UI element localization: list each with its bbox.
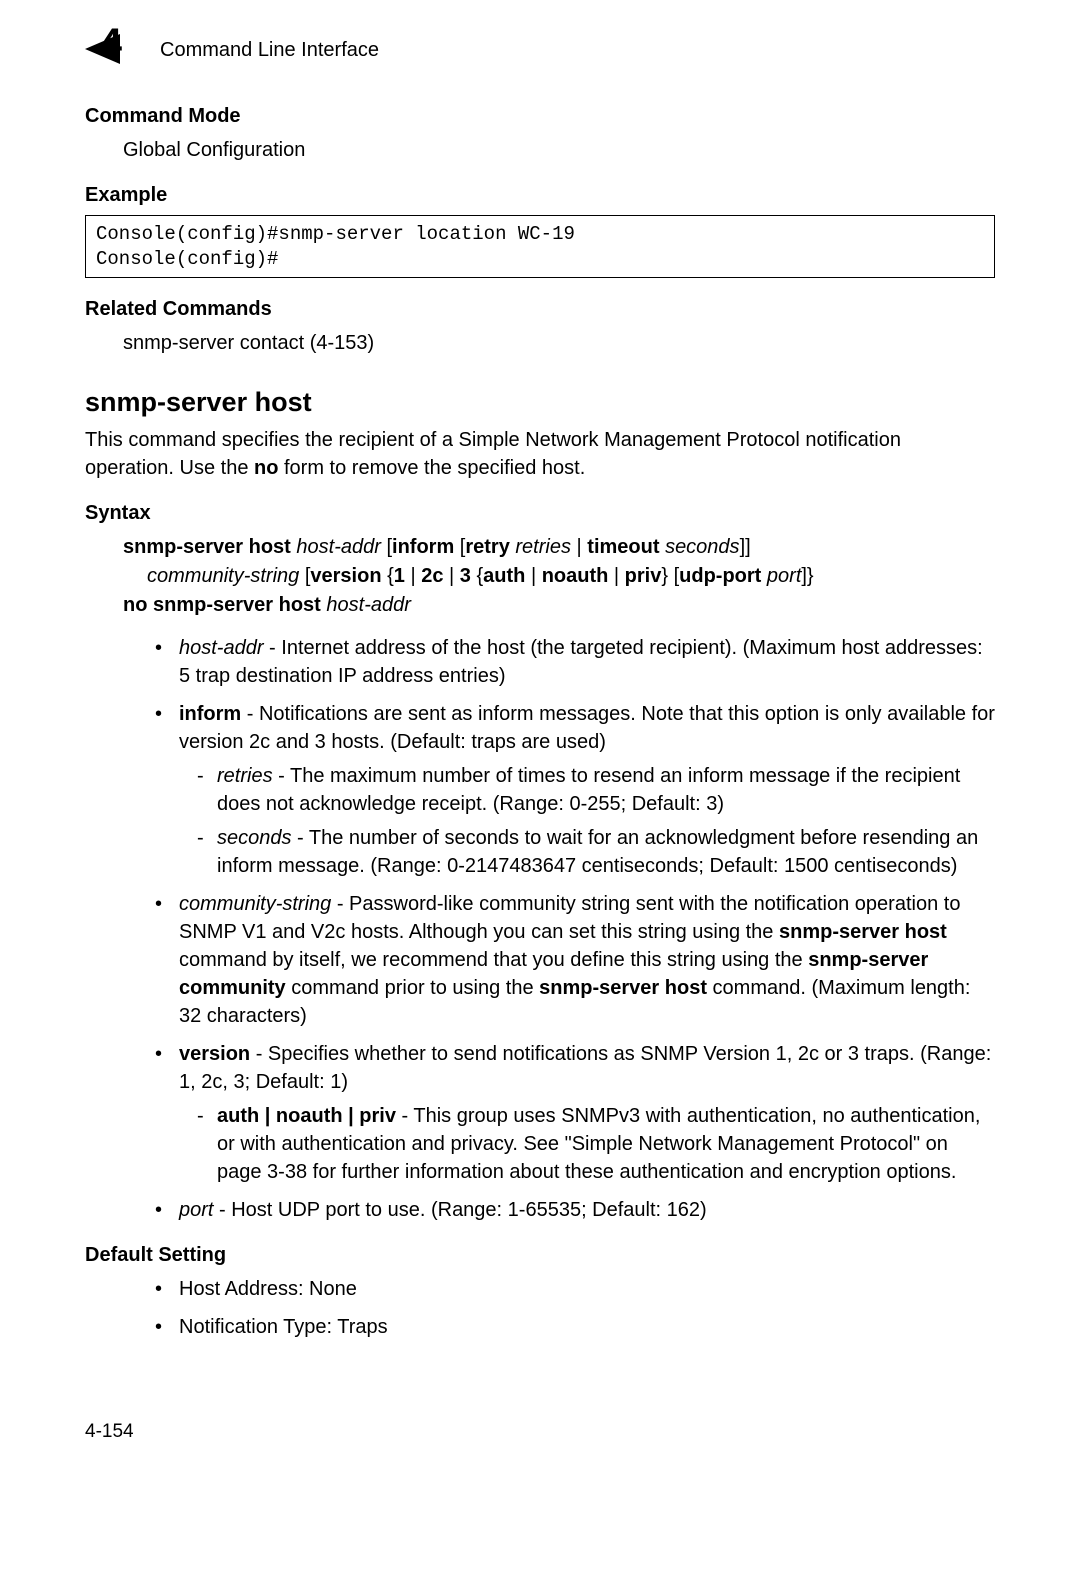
param-version: version - Specifies whether to send noti… [155, 1040, 995, 1186]
chapter-number: 4 [100, 21, 122, 66]
command-mode-label: Command Mode [85, 105, 995, 128]
syntax-block: snmp-server host host-addr [inform [retr… [123, 533, 995, 620]
param-auth: auth | noauth | priv - This group uses S… [197, 1102, 995, 1186]
document-page: 4 Command Line Interface Command Mode Gl… [0, 0, 1080, 1483]
param-port: port - Host UDP port to use. (Range: 1-6… [155, 1196, 995, 1224]
inform-sublist: retries - The maximum number of times to… [197, 762, 995, 880]
syntax-label: Syntax [85, 502, 995, 525]
param-community: community-string - Password-like communi… [155, 890, 995, 1030]
desc-bold: no [254, 457, 278, 479]
desc-post: form to remove the specified host. [278, 457, 585, 479]
default-item1: Host Address: None [155, 1275, 995, 1303]
param-hostaddr: host-addr - Internet address of the host… [155, 634, 995, 690]
param-seconds: seconds - The number of seconds to wait … [197, 824, 995, 880]
param-inform: inform - Notifications are sent as infor… [155, 700, 995, 880]
default-list: Host Address: None Notification Type: Tr… [155, 1275, 995, 1341]
example-code: Console(config)#snmp-server location WC-… [85, 215, 995, 278]
command-description: This command specifies the recipient of … [85, 426, 995, 482]
param-list: host-addr - Internet address of the host… [155, 634, 995, 1224]
header-title: Command Line Interface [160, 39, 379, 62]
default-item2: Notification Type: Traps [155, 1313, 995, 1341]
default-label: Default Setting [85, 1244, 995, 1267]
param-retries: retries - The maximum number of times to… [197, 762, 995, 818]
related-text: snmp-server contact (4-153) [123, 329, 995, 357]
version-sublist: auth | noauth | priv - This group uses S… [197, 1102, 995, 1186]
syntax-line1: snmp-server host host-addr [inform [retr… [123, 533, 995, 562]
related-label: Related Commands [85, 298, 995, 321]
page-header: 4 Command Line Interface [85, 30, 995, 70]
chapter-icon: 4 [85, 30, 140, 70]
command-mode-text: Global Configuration [123, 136, 995, 164]
page-number: 4-154 [85, 1421, 995, 1443]
example-label: Example [85, 184, 995, 207]
command-title: snmp-server host [85, 387, 995, 418]
syntax-line2: community-string [version {1 | 2c | 3 {a… [147, 562, 995, 591]
syntax-line3: no snmp-server host host-addr [123, 591, 995, 620]
